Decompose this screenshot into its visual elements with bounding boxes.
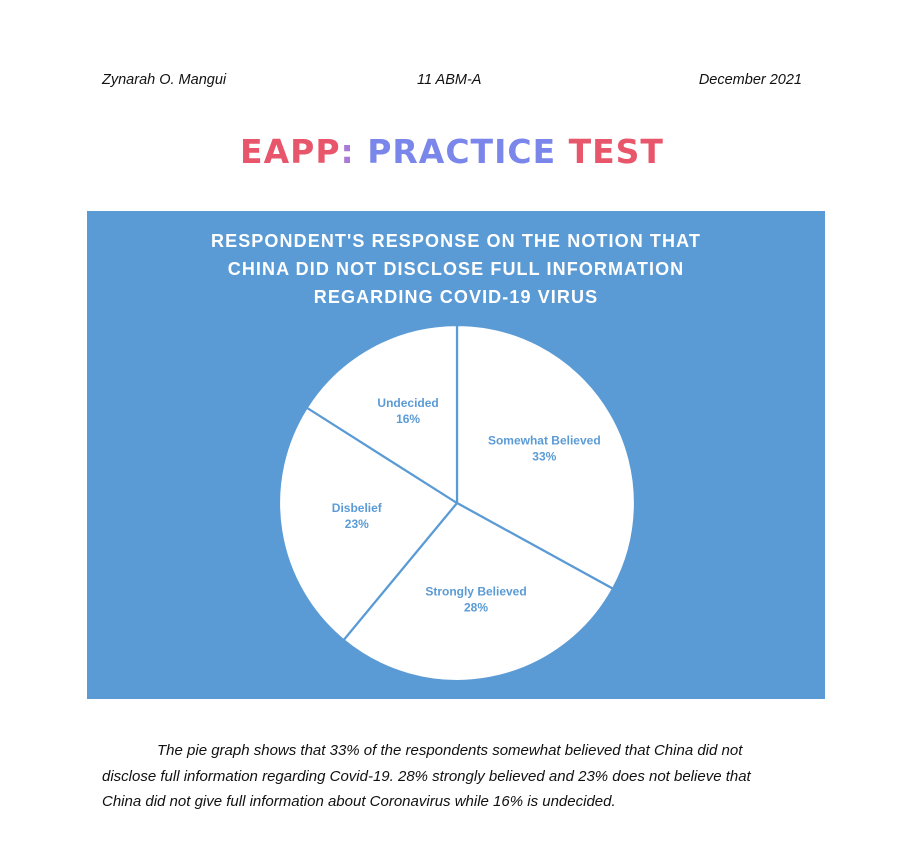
document-date: December 2021	[698, 72, 802, 88]
slice-label-undecided: Undecided	[377, 396, 438, 410]
pie-slice-undecided	[305, 323, 459, 505]
pie-slice-strongly-believed	[342, 501, 615, 683]
paragraph-line: China did not give full information abou…	[102, 793, 616, 810]
chart-title-line: RESPONDENT'S RESPONSE ON THE NOTION THAT	[211, 231, 701, 251]
chart-title-line: REGARDING COVID-19 VIRUS	[313, 287, 599, 307]
chart-title: RESPONDENT'S RESPONSE ON THE NOTION THAT…	[122, 227, 790, 311]
author-name: Zynarah O. Mangui	[102, 72, 227, 88]
slice-value-disbelief: 23%	[345, 517, 369, 531]
slice-label-strongly-believed: Strongly Believed	[425, 585, 526, 599]
page-title-part: TEST	[556, 132, 664, 171]
pie-chart: Somewhat Believed 33% Strongly Believed 28%…	[277, 323, 637, 683]
page-title-part: EAPP	[240, 132, 341, 171]
pie-slice-disbelief	[277, 406, 459, 642]
paragraph-line: disclose full information regarding Covi…	[102, 767, 751, 785]
page-title-part: :	[340, 132, 368, 171]
page-title-part: PRACTICE	[367, 132, 557, 171]
slice-value-somewhat-believed: 33%	[532, 449, 556, 463]
class-section: 11 ABM-A	[417, 72, 482, 88]
slice-label-disbelief: Disbelief	[332, 501, 383, 515]
page-title: EAPP: PRACTICE TEST	[0, 132, 904, 171]
pie-slice-somewhat-believed	[455, 323, 637, 590]
slice-label-somewhat-believed: Somewhat Believed	[488, 433, 601, 447]
slice-value-strongly-believed: 28%	[464, 601, 488, 615]
paragraph-line: The pie graph shows that 33% of the resp…	[157, 742, 743, 759]
analysis-paragraph: The pie graph shows that 33% of the resp…	[102, 738, 807, 815]
pie-chart-panel: RESPONDENT'S RESPONSE ON THE NOTION THAT…	[87, 211, 825, 699]
document-header: Zynarah O. Mangui 11 ABM-A December 2021	[102, 72, 802, 92]
chart-title-line: CHINA DID NOT DISCLOSE FULL INFORMATION	[227, 259, 685, 279]
slice-value-undecided: 16%	[396, 412, 420, 426]
